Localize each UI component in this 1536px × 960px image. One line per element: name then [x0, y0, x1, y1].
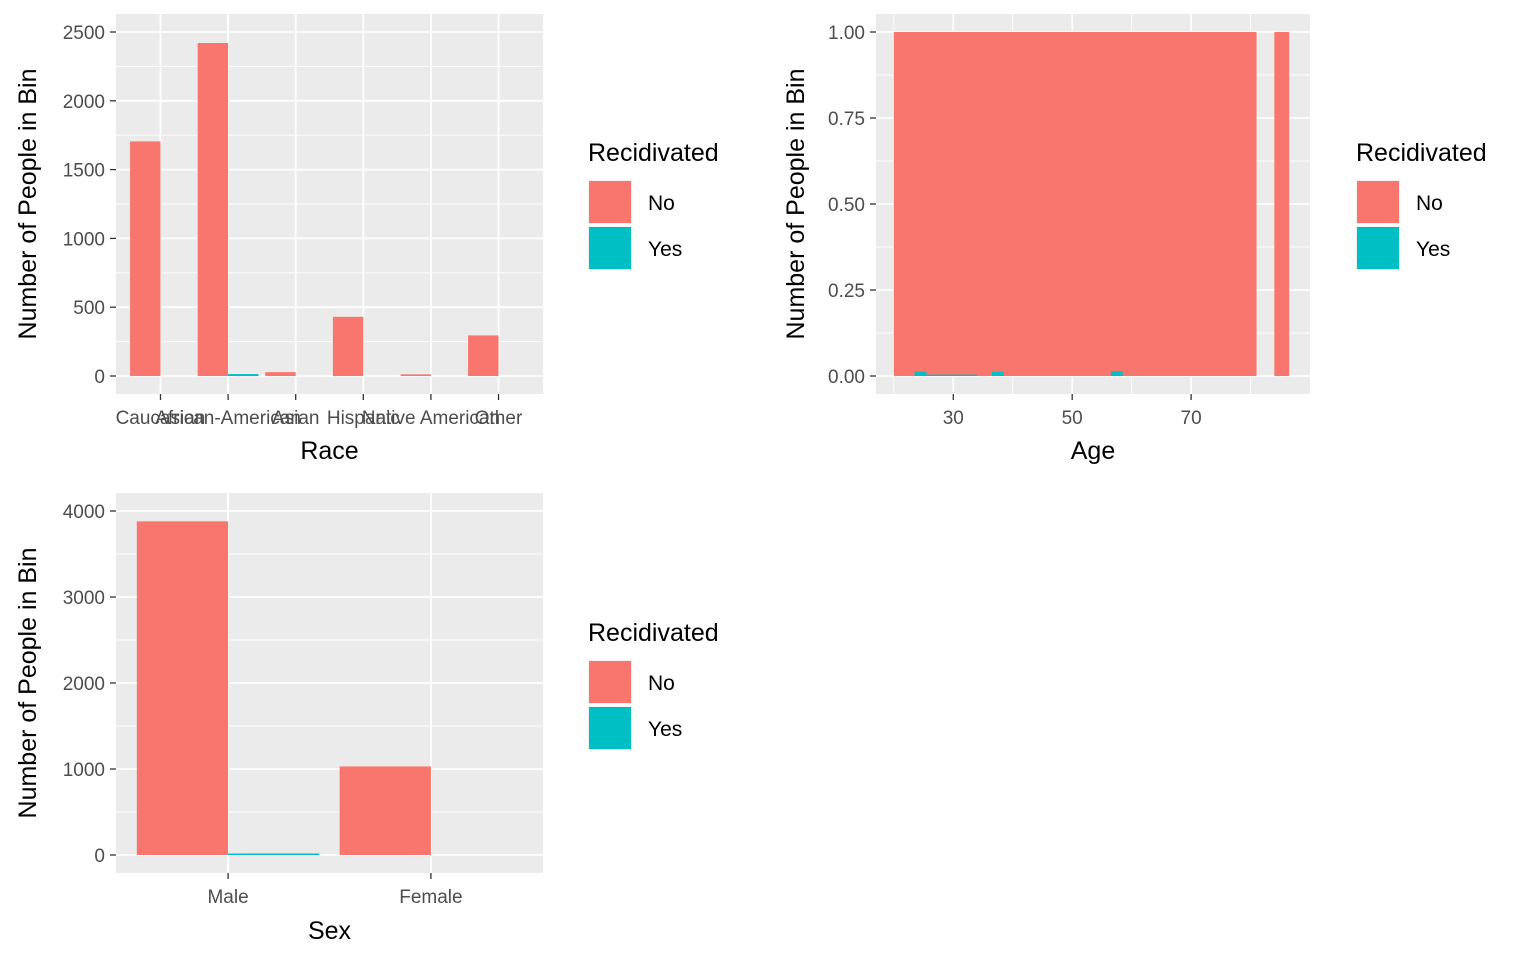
x-axis: 30 50 70 [943, 394, 1202, 429]
y-tick-label: 0.75 [828, 109, 865, 130]
legend-label-yes: Yes [1416, 238, 1450, 261]
legend: Recidivated No Yes [588, 619, 719, 750]
legend-label-no: No [1416, 192, 1443, 215]
x-axis-title: Race [300, 437, 358, 465]
legend-label-no: No [648, 672, 675, 695]
bar-yes [991, 371, 1004, 376]
y-tick-label: 2000 [63, 92, 105, 113]
y-tick-label: 0.50 [828, 195, 865, 216]
y-tick-label: 0 [94, 846, 105, 867]
bar-no [893, 32, 1257, 376]
y-tick-label: 1.00 [828, 23, 865, 44]
y-tick-label: 0 [94, 367, 105, 388]
bar-no-male [136, 521, 229, 855]
legend-title: Recidivated [588, 139, 719, 167]
bar-no-caucasian [130, 141, 161, 376]
x-tick-label: Other [475, 408, 523, 429]
y-axis-title: Number of People in Bin [14, 548, 42, 819]
x-tick-label: Female [399, 887, 462, 908]
bar-no [1274, 32, 1290, 376]
x-tick-label: Male [207, 887, 248, 908]
x-axis: Male Female [207, 873, 463, 908]
y-tick-label: 1500 [63, 161, 105, 182]
y-tick-label: 1000 [63, 229, 105, 250]
bar-no-female [339, 766, 431, 855]
legend-key-yes [1357, 227, 1399, 269]
bar-no-hispanic [332, 316, 364, 376]
bars [130, 43, 499, 377]
legend-key-no [1357, 181, 1399, 223]
legend-label-no: No [648, 192, 675, 215]
legend: Recidivated No Yes [588, 139, 719, 270]
bar-yes [1110, 371, 1123, 376]
bar-yes [914, 371, 927, 376]
chart-panel-1: 0 500 1000 1500 2000 2500 CaucasianAfrican-Ame… [14, 14, 719, 465]
bar-yes-african-american [228, 374, 259, 376]
y-tick-label: 0.25 [828, 281, 865, 302]
gridlines [116, 14, 543, 394]
x-tick-label: Native American [362, 408, 500, 429]
y-axis: 0.00 0.25 0.50 0.75 1.00 [828, 23, 876, 388]
bar-no-african-american [197, 43, 229, 377]
y-tick-label: 500 [73, 298, 105, 319]
bar-yes [926, 374, 978, 376]
y-tick-label: 3000 [63, 588, 105, 609]
y-tick-label: 2500 [63, 23, 105, 44]
x-tick-label: 70 [1181, 408, 1202, 429]
x-tick-label: Caucasian [116, 408, 206, 429]
bar-yes-male [228, 853, 320, 855]
x-tick-label: 50 [1062, 408, 1083, 429]
y-tick-label: 0.00 [828, 367, 865, 388]
legend-label-yes: Yes [648, 238, 682, 261]
x-tick-label: 30 [943, 408, 964, 429]
y-axis-title: Number of People in Bin [14, 69, 42, 340]
bar-no-other [468, 335, 499, 376]
legend-label-yes: Yes [648, 718, 682, 741]
legend: Recidivated No Yes [1356, 139, 1487, 270]
chart-panel-3: 0 1000 2000 3000 4000 Male Female Sex Number of … [14, 493, 719, 945]
y-axis-title: Number of People in Bin [782, 69, 810, 340]
legend-title: Recidivated [588, 619, 719, 647]
legend-title: Recidivated [1356, 139, 1487, 167]
legend-key-yes [589, 227, 631, 269]
bars [893, 32, 1290, 376]
bars [136, 521, 431, 855]
x-tick-label: Hispanic [327, 408, 400, 429]
x-axis-title: Age [1071, 437, 1115, 465]
y-tick-label: 1000 [63, 760, 105, 781]
x-axis-title: Sex [308, 917, 352, 945]
bar-no-asian [265, 372, 296, 376]
chart-panel-2: 0.00 0.25 0.50 0.75 1.00 30 50 70 Age Number of P… [782, 14, 1487, 465]
legend-key-no [589, 181, 631, 223]
y-tick-label: 4000 [63, 502, 105, 523]
y-axis: 0 1000 2000 3000 4000 [63, 502, 116, 867]
x-tick-label: Asian [272, 408, 320, 429]
bar-no-native-american [400, 374, 431, 376]
legend-key-no [589, 661, 631, 703]
y-axis: 0 500 1000 1500 2000 2500 [63, 23, 116, 388]
legend-key-yes [589, 707, 631, 749]
y-tick-label: 2000 [63, 674, 105, 695]
x-tick-label: African-American [155, 408, 301, 429]
